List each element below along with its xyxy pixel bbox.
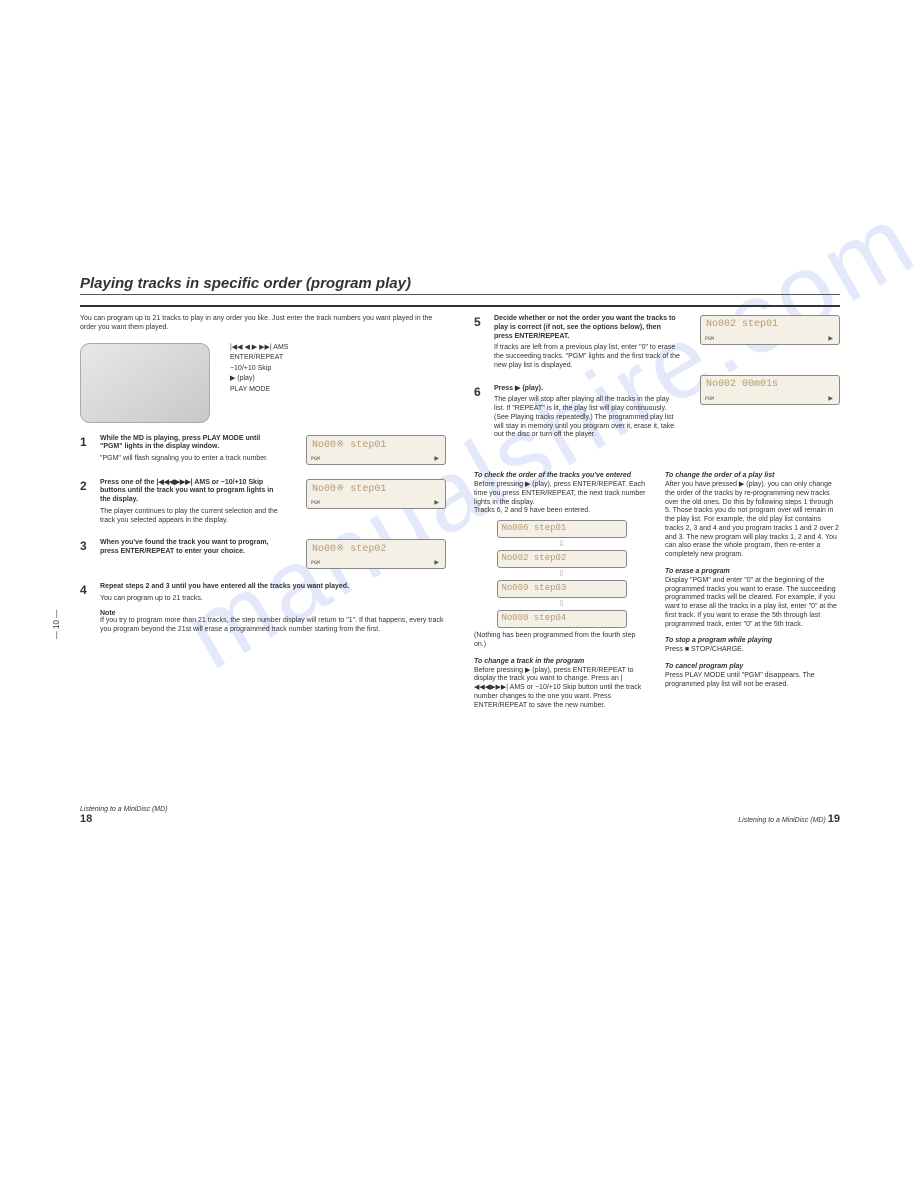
check-order-text: Before pressing ▶ (play), press ENTER/RE… <box>474 481 649 507</box>
lcd-text: No000 step04 <box>502 613 567 623</box>
right-column: 5 Decide whether or not the order you wa… <box>474 315 840 710</box>
columns: You can program up to 21 tracks to play … <box>80 315 840 710</box>
step-2: 2 Press one of the |◀◀◀▶▶▶| AMS or −10/+… <box>80 479 446 526</box>
step-3: 3 When you've found the track you want t… <box>80 539 446 569</box>
change-order-text: After you have pressed ▶ (play), you can… <box>665 481 840 560</box>
lcd-text: No00※ step01 <box>312 484 386 495</box>
lcd-pgm: PGM <box>311 560 320 566</box>
step-number: 2 <box>80 479 92 493</box>
arrow-down-icon: ⇩ <box>558 540 565 548</box>
lcd-display: No002 step01 PGM ▶ <box>700 315 840 345</box>
lcd-display: No002 step02 <box>497 550 627 568</box>
change-track-text: Before pressing ▶ (play), press ENTER/RE… <box>474 667 649 711</box>
lcd-text: No009 step03 <box>502 583 567 593</box>
subcol-right: To change the order of a play list After… <box>665 464 840 710</box>
lcd-text: No00※ step01 <box>312 440 386 451</box>
device-diagram: |◀◀ ◀ ▶ ▶▶| AMS ENTER/REPEAT −10/+10 Ski… <box>80 343 446 423</box>
step-number: 1 <box>80 435 92 449</box>
intro-text: You can program up to 21 tracks to play … <box>80 315 446 333</box>
footer-left: Listening to a MiniDisc (MD) 18 <box>80 806 168 825</box>
lcd-text: No006 step01 <box>502 523 567 533</box>
step-4: 4 Repeat steps 2 and 3 until you have en… <box>80 583 446 634</box>
change-track-head: To change a track in the program <box>474 658 649 665</box>
check-order-sub: Tracks 6, 2 and 9 have been entered. <box>474 507 649 516</box>
label-ams: |◀◀ ◀ ▶ ▶▶| AMS <box>230 343 289 354</box>
footer-section: Listening to a MiniDisc (MD) <box>738 817 826 824</box>
step-text: You can program up to 21 tracks. <box>100 595 446 604</box>
stop-head: To stop a program while playing <box>665 637 840 644</box>
subcol-left: To check the order of the tracks you've … <box>474 464 649 710</box>
step-text: The player will stop after playing all t… <box>494 396 680 440</box>
lcd-display: No006 step01 <box>497 520 627 538</box>
page-number: 19 <box>828 813 840 825</box>
lcd-pgm: PGM <box>311 456 320 462</box>
step-number: 5 <box>474 315 486 371</box>
cancel-text: Press PLAY MODE until "PGM" disappears. … <box>665 672 840 690</box>
step-head: When you've found the track you want to … <box>100 539 284 557</box>
step-6: 6 Press ▶ (play). The player will stop a… <box>474 385 680 441</box>
footer-section: Listening to a MiniDisc (MD) <box>80 806 168 813</box>
check-order-foot: (Nothing has been programmed from the fo… <box>474 632 649 650</box>
lcd-stack: No006 step01 ⇩ No002 step02 ⇩ No009 step… <box>474 520 649 628</box>
side-marker: — 10 — <box>52 610 61 639</box>
lcd-play-icon: ▶ <box>434 559 439 566</box>
note-text: If you try to program more than 21 track… <box>100 617 446 635</box>
step-number: 4 <box>80 583 92 634</box>
left-column: You can program up to 21 tracks to play … <box>80 315 446 710</box>
lcd-play-icon: ▶ <box>828 395 833 402</box>
lcd-text: No00※ step02 <box>312 544 386 555</box>
lcd-display: No002 00m01s PGM ▶ <box>700 375 840 405</box>
step-text: If tracks are left from a previous play … <box>494 344 680 370</box>
step-head: Press one of the |◀◀◀▶▶▶| AMS or −10/+10… <box>100 479 284 505</box>
step-number: 6 <box>474 385 486 441</box>
lcd-display: No00※ step01 PGM ▶ <box>306 479 446 509</box>
lcd-text: No002 step02 <box>502 553 567 563</box>
device-illustration <box>80 343 210 423</box>
check-order-head: To check the order of the tracks you've … <box>474 472 649 479</box>
lcd-display: No00※ step01 PGM ▶ <box>306 435 446 465</box>
step-head: Press ▶ (play). <box>494 385 680 394</box>
lcd-pgm: PGM <box>311 500 320 506</box>
page-title: Playing tracks in specific order (progra… <box>80 275 840 295</box>
manual-page: Playing tracks in specific order (progra… <box>80 275 840 835</box>
arrow-down-icon: ⇩ <box>558 600 565 608</box>
arrow-down-icon: ⇩ <box>558 570 565 578</box>
label-enter: ENTER/REPEAT <box>230 353 289 364</box>
stop-text: Press ■ STOP/CHARGE. <box>665 646 840 655</box>
step-head: While the MD is playing, press PLAY MODE… <box>100 435 284 453</box>
cancel-head: To cancel program play <box>665 663 840 670</box>
lcd-play-icon: ▶ <box>434 455 439 462</box>
device-labels: |◀◀ ◀ ▶ ▶▶| AMS ENTER/REPEAT −10/+10 Ski… <box>230 343 289 396</box>
note-head: Note <box>100 610 446 617</box>
change-order-head: To change the order of a play list <box>665 472 840 479</box>
step-number: 3 <box>80 539 92 553</box>
title-rule <box>80 305 840 307</box>
label-play: ▶ (play) <box>230 374 289 385</box>
step-5: 5 Decide whether or not the order you wa… <box>474 315 680 371</box>
label-skip: −10/+10 Skip <box>230 364 289 375</box>
step-text: "PGM" will flash signaling you to enter … <box>100 455 284 464</box>
lcd-display: No009 step03 <box>497 580 627 598</box>
erase-head: To erase a program <box>665 568 840 575</box>
lcd-play-icon: ▶ <box>434 499 439 506</box>
page-number: 18 <box>80 813 92 825</box>
step-head: Decide whether or not the order you want… <box>494 315 680 341</box>
lcd-play-icon: ▶ <box>828 335 833 342</box>
erase-text: Display "PGM" and enter "0" at the begin… <box>665 577 840 630</box>
step-text: The player continues to play the current… <box>100 508 284 526</box>
lcd-display: No00※ step02 PGM ▶ <box>306 539 446 569</box>
step-head: Repeat steps 2 and 3 until you have ente… <box>100 583 446 592</box>
lcd-text: No002 step01 <box>706 319 778 330</box>
lcd-pgm: PGM <box>705 336 714 342</box>
label-playmode: PLAY MODE <box>230 385 289 396</box>
lcd-pgm: PGM <box>705 396 714 402</box>
lcd-display: No000 step04 <box>497 610 627 628</box>
lcd-text: No002 00m01s <box>706 379 778 390</box>
step-1: 1 While the MD is playing, press PLAY MO… <box>80 435 446 465</box>
footer-right: Listening to a MiniDisc (MD) 19 <box>738 813 840 825</box>
